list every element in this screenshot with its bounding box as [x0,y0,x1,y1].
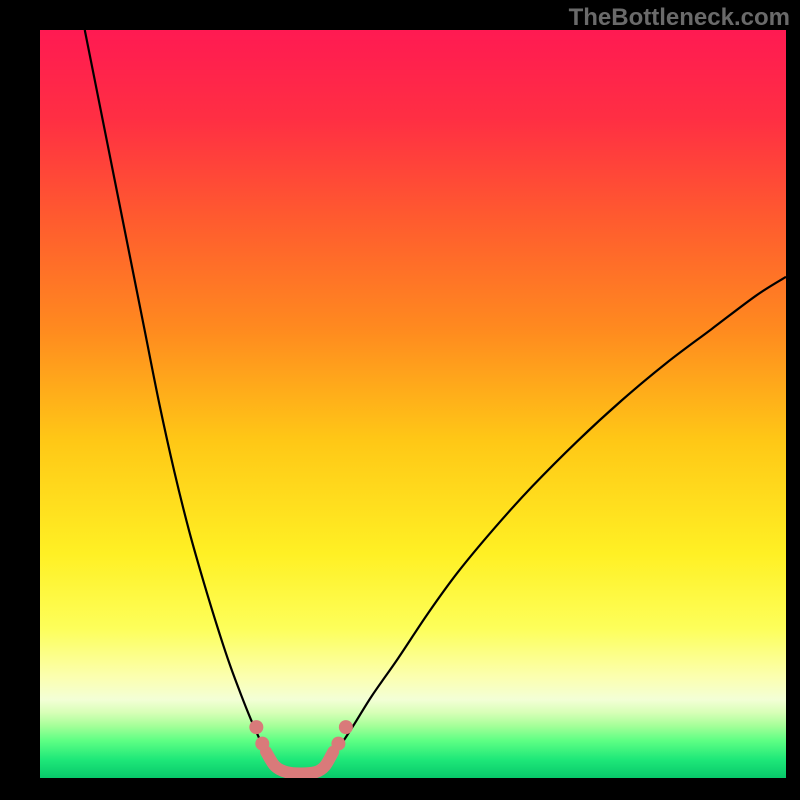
watermark-text: TheBottleneck.com [569,4,790,32]
valley-marker-dot [339,720,353,734]
valley-marker-dot [249,720,263,734]
valley-marker-dot [255,737,269,751]
bottleneck-chart [0,0,800,800]
valley-marker-dot [331,737,345,751]
